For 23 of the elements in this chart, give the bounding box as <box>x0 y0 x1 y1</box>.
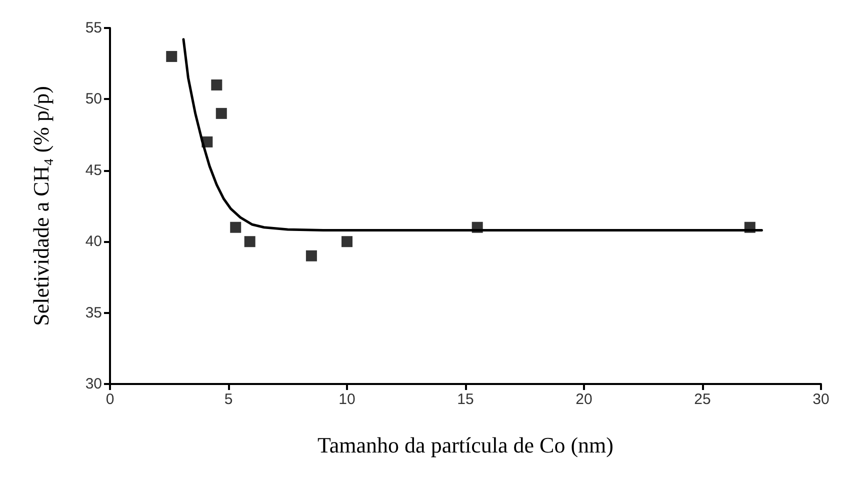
x-axis-title: Tamanho da partícula de Co (nm) <box>318 432 614 458</box>
x-tick-label: 25 <box>694 391 711 408</box>
x-tick-label: 0 <box>106 391 114 408</box>
point <box>306 250 317 262</box>
x-tick-label: 20 <box>576 391 592 408</box>
point <box>216 108 227 119</box>
y-tick-label: 30 <box>85 376 102 392</box>
y-tick-label: 55 <box>85 20 102 36</box>
line-series <box>182 38 763 232</box>
y-tick-label: 45 <box>85 162 102 179</box>
y-tick-label: 50 <box>85 90 102 108</box>
x-tick-label: 10 <box>338 391 356 408</box>
point <box>211 79 222 90</box>
point <box>230 222 242 233</box>
x-tick-label: 15 <box>457 391 474 408</box>
x-tick-label: 30 <box>812 391 830 408</box>
point <box>244 236 256 248</box>
point <box>342 236 352 248</box>
y-axis-title: Seletividade a CH₄ (% p/p) <box>28 86 54 326</box>
point <box>166 50 178 62</box>
y-tick-label: 40 <box>85 233 102 250</box>
x-tick-label: 5 <box>224 391 233 408</box>
y-tick-label: 35 <box>85 304 102 322</box>
